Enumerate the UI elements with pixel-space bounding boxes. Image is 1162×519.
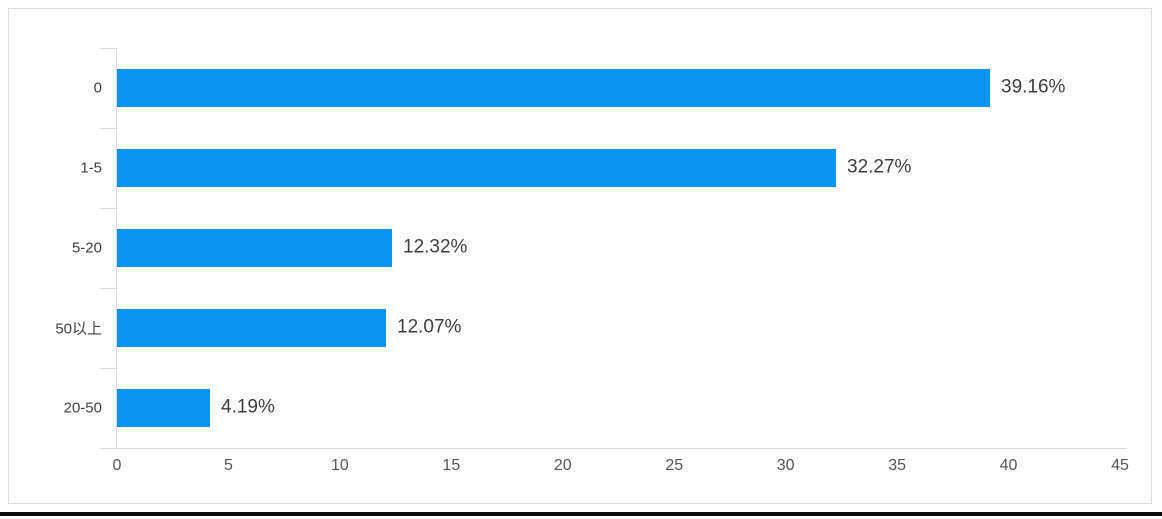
x-axis-tick-label: 0	[112, 457, 122, 474]
x-axis-tick-label: 5	[223, 457, 233, 474]
y-axis-tick	[100, 288, 116, 289]
y-axis-line	[116, 48, 117, 448]
value-label: 12.32%	[403, 236, 468, 258]
bar	[117, 309, 386, 347]
x-axis-tick-label: 40	[999, 457, 1018, 474]
value-label: 4.19%	[221, 396, 275, 418]
category-label: 50以上	[55, 320, 102, 338]
x-axis-tick-label: 10	[330, 457, 349, 474]
x-axis-tick-label: 20	[553, 457, 572, 474]
value-label: 32.27%	[847, 156, 912, 178]
category-label: 0	[93, 79, 102, 97]
x-axis-tick-label: 15	[442, 457, 461, 474]
category-label: 5-20	[71, 239, 102, 257]
x-axis-tick-label: 25	[665, 457, 684, 474]
value-label: 39.16%	[1001, 76, 1066, 98]
y-axis-tick	[100, 368, 116, 369]
bar	[117, 229, 392, 267]
bar	[117, 149, 836, 187]
bar	[117, 69, 990, 107]
category-label: 20-50	[63, 399, 102, 417]
category-label: 1-5	[80, 159, 102, 177]
x-axis-line	[103, 448, 1127, 449]
y-axis-tick	[100, 48, 116, 49]
value-label: 12.07%	[397, 316, 462, 338]
y-axis-tick	[100, 448, 116, 449]
y-axis-tick	[100, 128, 116, 129]
x-axis-tick-label: 45	[1111, 457, 1129, 474]
bottom-divider-line	[0, 512, 1162, 516]
bar	[117, 389, 210, 427]
x-axis-tick-label: 35	[888, 457, 907, 474]
x-axis-tick-label: 30	[776, 457, 795, 474]
y-axis-tick	[100, 208, 116, 209]
